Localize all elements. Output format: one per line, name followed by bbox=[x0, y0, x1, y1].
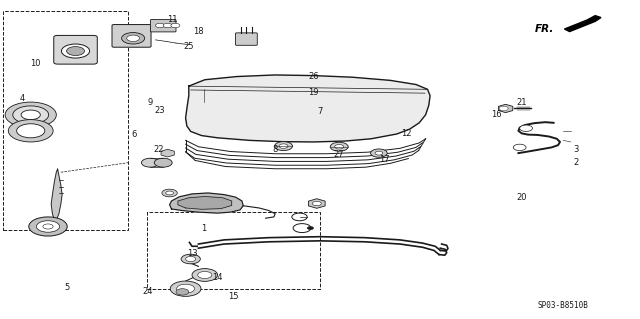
Circle shape bbox=[5, 102, 56, 128]
Text: 27: 27 bbox=[334, 150, 344, 159]
Circle shape bbox=[156, 23, 164, 28]
Circle shape bbox=[141, 158, 159, 167]
Circle shape bbox=[17, 124, 45, 138]
Text: 1: 1 bbox=[201, 224, 206, 233]
Circle shape bbox=[176, 289, 189, 295]
Text: 22: 22 bbox=[154, 145, 164, 154]
Polygon shape bbox=[170, 193, 243, 213]
Circle shape bbox=[375, 151, 383, 155]
Polygon shape bbox=[564, 16, 601, 32]
Polygon shape bbox=[186, 75, 430, 142]
Text: 5: 5 bbox=[65, 283, 70, 292]
Circle shape bbox=[163, 23, 172, 28]
Circle shape bbox=[170, 281, 201, 296]
Text: 15: 15 bbox=[228, 292, 239, 301]
Circle shape bbox=[181, 254, 200, 264]
Text: 12: 12 bbox=[401, 130, 412, 138]
Circle shape bbox=[21, 110, 40, 120]
Circle shape bbox=[171, 23, 180, 28]
Text: 18: 18 bbox=[193, 27, 204, 36]
Text: 3: 3 bbox=[573, 145, 579, 154]
Circle shape bbox=[43, 224, 53, 229]
Text: 24: 24 bbox=[142, 287, 152, 296]
Circle shape bbox=[127, 35, 140, 41]
Text: 11: 11 bbox=[168, 15, 178, 24]
Circle shape bbox=[513, 144, 526, 151]
Circle shape bbox=[520, 125, 532, 131]
Circle shape bbox=[307, 226, 314, 230]
Text: 6: 6 bbox=[132, 130, 137, 139]
Bar bbox=[147, 212, 320, 289]
FancyBboxPatch shape bbox=[150, 19, 176, 32]
Text: 7: 7 bbox=[317, 107, 323, 116]
Text: 4: 4 bbox=[20, 94, 25, 103]
Text: 23: 23 bbox=[155, 106, 165, 115]
Circle shape bbox=[162, 189, 177, 197]
Circle shape bbox=[166, 191, 173, 195]
Circle shape bbox=[36, 221, 60, 232]
Circle shape bbox=[275, 142, 292, 151]
Text: 17: 17 bbox=[379, 155, 389, 164]
Text: 9: 9 bbox=[148, 98, 153, 107]
Circle shape bbox=[198, 271, 212, 278]
Text: 19: 19 bbox=[308, 88, 319, 97]
Text: FR.: FR. bbox=[534, 24, 554, 34]
Circle shape bbox=[312, 201, 321, 206]
Text: 21: 21 bbox=[516, 98, 527, 107]
Circle shape bbox=[8, 120, 53, 142]
Text: 13: 13 bbox=[187, 249, 197, 258]
Circle shape bbox=[186, 256, 196, 262]
Circle shape bbox=[29, 217, 67, 236]
Circle shape bbox=[292, 213, 307, 221]
Circle shape bbox=[61, 44, 90, 58]
Text: 10: 10 bbox=[30, 59, 40, 68]
Circle shape bbox=[154, 158, 172, 167]
Bar bbox=[3, 11, 128, 230]
Circle shape bbox=[13, 106, 49, 124]
Text: 8: 8 bbox=[273, 145, 278, 154]
FancyBboxPatch shape bbox=[54, 35, 97, 64]
Polygon shape bbox=[178, 197, 232, 209]
Circle shape bbox=[192, 269, 218, 281]
Text: SP03-B8510B: SP03-B8510B bbox=[538, 301, 588, 310]
Circle shape bbox=[67, 47, 84, 56]
Circle shape bbox=[177, 284, 195, 293]
Polygon shape bbox=[51, 169, 62, 220]
Circle shape bbox=[371, 149, 387, 157]
Text: 2: 2 bbox=[573, 158, 579, 167]
Circle shape bbox=[330, 142, 348, 151]
Text: 26: 26 bbox=[308, 72, 319, 81]
Circle shape bbox=[279, 144, 288, 148]
Circle shape bbox=[335, 145, 344, 149]
Text: 16: 16 bbox=[491, 110, 501, 119]
Text: 25: 25 bbox=[184, 42, 194, 51]
FancyBboxPatch shape bbox=[112, 25, 151, 47]
Circle shape bbox=[122, 33, 145, 44]
Circle shape bbox=[499, 106, 508, 111]
FancyBboxPatch shape bbox=[236, 33, 257, 45]
Text: 14: 14 bbox=[212, 273, 223, 282]
Text: 20: 20 bbox=[516, 193, 527, 202]
Circle shape bbox=[293, 224, 311, 233]
